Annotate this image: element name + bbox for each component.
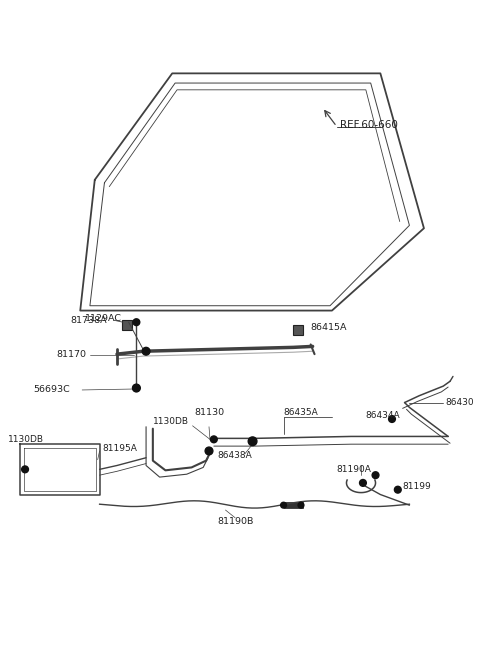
Circle shape — [142, 348, 150, 355]
Circle shape — [372, 472, 379, 479]
Bar — [122, 320, 132, 330]
Text: 86430: 86430 — [445, 398, 474, 407]
Circle shape — [133, 384, 140, 392]
Text: 86415A: 86415A — [311, 323, 347, 333]
Text: 1130DB: 1130DB — [153, 417, 189, 426]
Text: 86438A: 86438A — [218, 451, 252, 461]
Text: 86435A: 86435A — [284, 408, 318, 417]
Circle shape — [132, 384, 140, 392]
Text: 1130DB: 1130DB — [8, 435, 44, 444]
Text: 81190A: 81190A — [337, 465, 372, 474]
Circle shape — [22, 466, 28, 473]
Circle shape — [395, 486, 401, 493]
Circle shape — [281, 502, 287, 508]
Text: 56693C: 56693C — [34, 386, 71, 394]
Circle shape — [133, 319, 140, 325]
Text: 1129AC: 1129AC — [85, 314, 122, 323]
Circle shape — [360, 480, 366, 486]
Text: 86434A: 86434A — [366, 411, 400, 420]
Text: 81170: 81170 — [56, 350, 86, 359]
Bar — [293, 325, 303, 335]
Circle shape — [389, 416, 396, 422]
Circle shape — [205, 447, 213, 455]
Text: 81130: 81130 — [194, 408, 225, 417]
Text: REF.60-660: REF.60-660 — [340, 119, 397, 130]
Circle shape — [298, 502, 304, 508]
Text: 81738A: 81738A — [71, 316, 107, 325]
Bar — [284, 502, 303, 508]
Text: 81190B: 81190B — [217, 517, 253, 526]
Text: 81195A: 81195A — [103, 443, 137, 453]
Circle shape — [248, 437, 257, 445]
Circle shape — [210, 436, 217, 443]
Text: 81199: 81199 — [403, 482, 432, 491]
